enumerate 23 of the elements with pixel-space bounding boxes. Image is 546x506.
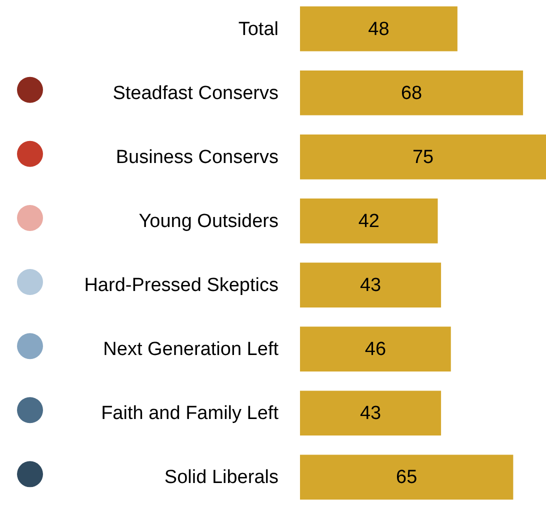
bar	[300, 134, 546, 180]
y-tick-label: Next Generation Left	[103, 339, 280, 360]
data-label: 65	[396, 467, 418, 488]
data-label: 42	[358, 210, 380, 232]
bar	[300, 390, 442, 436]
y-tick-label: Steadfast Conservs	[112, 82, 278, 104]
y-tick-label: Young Outsiders	[138, 210, 278, 232]
data-label: 43	[360, 275, 382, 296]
data-label: 48	[368, 18, 390, 40]
bar	[300, 454, 514, 500]
bar	[300, 326, 451, 372]
y-tick-label: Faith and Family Left	[101, 403, 280, 424]
data-label: 43	[360, 403, 382, 424]
bar	[300, 70, 524, 116]
bar	[300, 198, 438, 244]
data-label: 46	[364, 339, 386, 360]
y-tick-label: Hard-Pressed Skeptics	[84, 275, 278, 296]
data-label: 68	[400, 82, 422, 104]
data-label: 75	[412, 146, 434, 168]
y-tick-label: Business Conservs	[116, 146, 278, 168]
bar	[300, 262, 442, 308]
y-tick-label: Total	[238, 18, 278, 40]
y-tick-label: Solid Liberals	[164, 467, 278, 488]
